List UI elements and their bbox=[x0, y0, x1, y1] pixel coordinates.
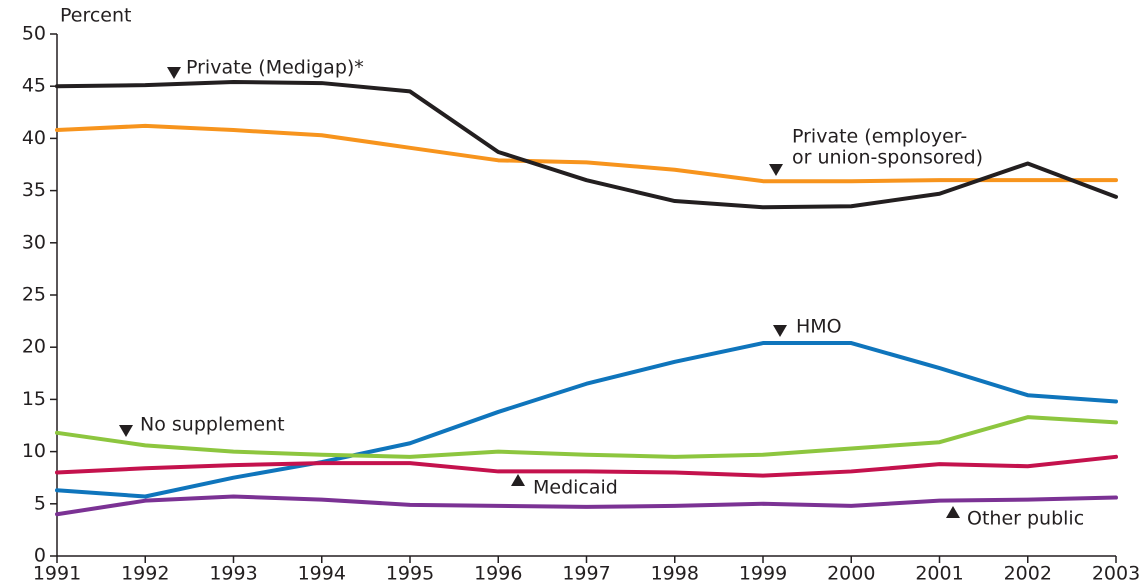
x-tick-label: 1994 bbox=[298, 563, 346, 583]
x-tick-label: 2001 bbox=[915, 563, 963, 583]
annotation: Medicaid bbox=[533, 477, 618, 499]
annotation-marker bbox=[773, 325, 787, 337]
annotation: No supplement bbox=[140, 414, 285, 436]
y-tick-label: 50 bbox=[22, 23, 46, 45]
annotation-marker bbox=[946, 506, 960, 518]
y-tick-label: 25 bbox=[22, 284, 46, 306]
y-tick-label: 0 bbox=[34, 545, 46, 567]
series-line bbox=[55, 454, 1118, 478]
series-line bbox=[55, 415, 1118, 459]
annotation: Private (Medigap)* bbox=[186, 57, 364, 79]
y-tick-label: 40 bbox=[22, 127, 46, 149]
y-axis-label: Percent bbox=[60, 5, 132, 27]
y-tick-label: 45 bbox=[22, 75, 46, 97]
x-tick-label: 1997 bbox=[562, 563, 610, 583]
x-tick-label: 2002 bbox=[1004, 563, 1052, 583]
x-tick-label: 2000 bbox=[827, 563, 875, 583]
y-tick-label: 15 bbox=[22, 388, 46, 410]
x-tick-label: 1993 bbox=[209, 563, 257, 583]
annotation: Other public bbox=[967, 508, 1084, 530]
y-tick-label: 10 bbox=[22, 440, 46, 462]
x-tick-label: 1995 bbox=[386, 563, 434, 583]
series-line bbox=[55, 123, 1118, 184]
y-tick-label: 20 bbox=[22, 336, 46, 358]
annotation-marker bbox=[769, 164, 783, 176]
x-tick-label: 1999 bbox=[739, 563, 787, 583]
annotation: Private (employer- bbox=[792, 126, 967, 148]
x-tick-label: 1996 bbox=[474, 563, 522, 583]
annotation: or union-sponsored) bbox=[792, 147, 983, 169]
x-tick-label: 1991 bbox=[33, 563, 81, 583]
x-tick-label: 1992 bbox=[121, 563, 169, 583]
x-tick-label: 1998 bbox=[651, 563, 699, 583]
y-tick-label: 35 bbox=[22, 179, 46, 201]
series-line bbox=[55, 341, 1118, 499]
annotation: HMO bbox=[796, 316, 842, 338]
annotation-marker bbox=[119, 425, 133, 437]
series-line bbox=[55, 80, 1118, 210]
y-tick-label: 5 bbox=[34, 492, 46, 514]
y-tick-label: 30 bbox=[22, 231, 46, 253]
x-tick-label: 2003 bbox=[1092, 563, 1140, 583]
annotation-marker bbox=[167, 67, 181, 79]
annotation-marker bbox=[511, 474, 525, 486]
series-line bbox=[55, 494, 1118, 517]
